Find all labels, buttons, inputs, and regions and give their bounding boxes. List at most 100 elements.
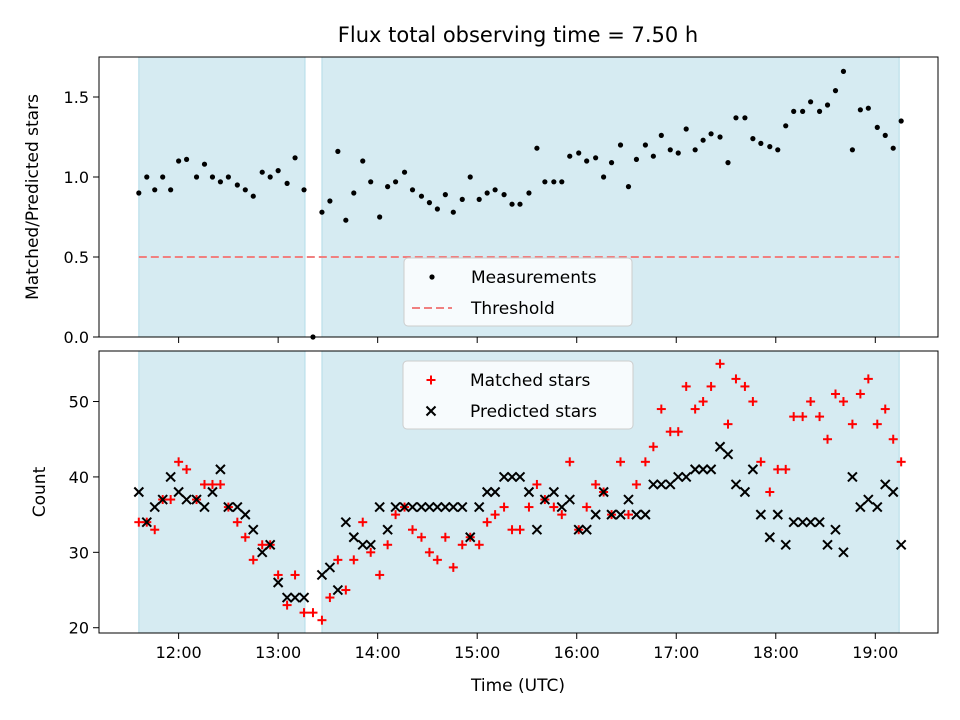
matched-star-marker	[673, 427, 683, 437]
predicted-star-marker	[623, 494, 634, 505]
predicted-star-marker	[416, 501, 427, 513]
predicted-star-stroke	[623, 494, 634, 505]
predicted-star-stroke	[215, 464, 226, 475]
predicted-star-stroke	[257, 547, 268, 558]
predicted-star-marker	[656, 479, 667, 490]
predicted-star-stroke	[498, 471, 510, 483]
predicted-star-marker	[797, 516, 808, 528]
y-tick-label: 0.0	[64, 328, 89, 347]
matched-star-marker	[333, 555, 343, 565]
matched-star-marker	[199, 479, 209, 489]
measurement-point	[217, 179, 224, 185]
predicted-star-marker	[640, 509, 651, 520]
x-tick-label: 13:00	[255, 643, 301, 662]
predicted-star-stroke	[573, 524, 584, 535]
measurement-point	[492, 187, 498, 193]
predicted-star-stroke	[191, 494, 202, 505]
predicted-star-stroke	[324, 562, 336, 573]
y-tick-label: 40	[69, 468, 89, 487]
predicted-star-stroke	[348, 532, 359, 543]
predicted-star-marker	[631, 509, 642, 520]
bottom-plot-frame	[98, 350, 939, 634]
matched-star-marker	[582, 502, 592, 512]
predicted-star-marker	[830, 524, 841, 535]
predicted-star-stroke	[556, 501, 568, 513]
matched-star-marker	[174, 457, 184, 467]
predicted-star-marker	[340, 516, 352, 528]
predicted-star-marker	[747, 464, 759, 475]
predicted-star-stroke	[788, 516, 799, 528]
measurement-point	[275, 168, 281, 174]
measurement-point	[816, 108, 823, 114]
top-legend: Measurements Threshold	[403, 257, 633, 327]
predicted-star-stroke	[357, 539, 368, 550]
matched-star-marker	[648, 442, 658, 452]
measurement-point	[882, 132, 888, 138]
matched-star-marker	[215, 479, 225, 489]
predicted-star-marker	[780, 539, 791, 550]
predicted-star-marker	[764, 532, 776, 543]
measurement-point	[442, 192, 448, 198]
measurement-point	[608, 160, 615, 166]
matched-star-marker	[798, 412, 808, 422]
predicted-star-marker	[357, 539, 368, 550]
predicted-star-stroke	[797, 516, 808, 528]
predicted-star-marker	[697, 464, 709, 475]
predicted-star-stroke	[390, 501, 401, 513]
matched-star-marker	[823, 434, 833, 444]
predicted-star-stroke	[181, 494, 192, 505]
predicted-star-marker	[880, 479, 891, 490]
predicted-star-stroke	[440, 501, 451, 513]
predicted-star-stroke	[289, 592, 301, 603]
measurement-point	[534, 145, 540, 151]
predicted-star-stroke	[665, 479, 676, 490]
measurement-point	[717, 134, 723, 140]
measurement-point	[791, 108, 797, 114]
measurement-point	[559, 179, 565, 185]
bottom-y-axis-label: Count	[30, 466, 50, 517]
observing-band	[138, 56, 306, 338]
matched-star-marker	[257, 540, 267, 550]
predicted-star-marker	[847, 471, 858, 483]
measurement-point	[176, 158, 182, 164]
measurement-point	[152, 187, 158, 193]
y-tick-label: 0.5	[64, 248, 89, 267]
top-plot-frame	[98, 56, 939, 338]
top-y-axis-label: Matched/Predicted stars	[23, 94, 43, 300]
predicted-star-marker	[556, 501, 568, 513]
predicted-star-marker	[298, 592, 310, 603]
top-data-marks	[136, 68, 904, 340]
predicted-star-stroke	[895, 539, 907, 550]
measurement-point	[193, 174, 200, 180]
chart-title: Flux total observing time = 7.50 h	[338, 23, 698, 47]
bottom-axes: 20 30 40 50 12:00 13:00 14:00 15:00 16:00 17:00 18…	[69, 393, 899, 662]
predicted-star-stroke	[514, 471, 526, 483]
predicted-star-marker	[390, 501, 401, 513]
predicted-star-marker	[581, 524, 592, 535]
matched-star-marker	[773, 464, 783, 474]
predicted-star-stroke	[648, 479, 659, 490]
measurement-point	[209, 174, 216, 180]
predicted-star-marker	[863, 494, 874, 505]
predicted-star-marker	[648, 479, 659, 490]
measurement-point	[675, 150, 681, 156]
predicted-star-marker	[157, 494, 168, 505]
predicted-star-marker	[822, 539, 833, 550]
predicted-star-stroke	[473, 501, 485, 513]
predicted-star-stroke	[165, 471, 176, 483]
legend-label: Matched stars	[470, 371, 590, 391]
matched-star-marker	[872, 419, 882, 429]
predicted-star-marker	[365, 539, 376, 550]
matched-star-marker	[789, 412, 799, 422]
measurement-point	[284, 180, 290, 186]
predicted-star-stroke	[830, 524, 841, 535]
predicted-star-stroke	[564, 494, 575, 505]
measurement-point	[617, 142, 624, 148]
predicted-star-stroke	[705, 464, 717, 475]
matched-star-marker	[448, 562, 458, 572]
predicted-star-stroke	[673, 471, 684, 483]
measurement-point	[267, 174, 273, 180]
matched-star-marker	[317, 615, 327, 625]
matched-star-marker	[765, 487, 775, 497]
predicted-star-marker	[788, 516, 799, 528]
